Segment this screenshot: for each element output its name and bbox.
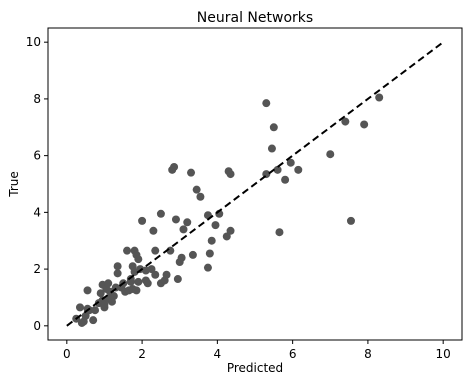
data-point	[360, 120, 369, 129]
plot-area	[66, 41, 444, 327]
data-point	[162, 270, 171, 279]
y-tick-label: 2	[33, 262, 41, 276]
plot-frame	[47, 27, 463, 341]
y-tick-label: 4	[33, 205, 41, 219]
y-tick-label: 0	[33, 319, 41, 333]
y-axis: 0 2 4 6 8 10	[26, 35, 48, 333]
data-point	[346, 216, 355, 225]
data-point	[341, 117, 350, 126]
data-point	[147, 265, 156, 274]
data-point	[286, 158, 295, 167]
data-point	[173, 275, 182, 284]
data-point	[85, 306, 94, 315]
x-tick-label: 6	[289, 347, 297, 361]
x-tick-label: 10	[436, 347, 451, 361]
data-point	[113, 262, 122, 271]
y-tick-label: 10	[26, 35, 41, 49]
data-point	[75, 303, 84, 312]
data-point	[205, 249, 214, 258]
chart-title: Neural Networks	[197, 10, 313, 26]
data-point	[123, 246, 132, 255]
data-point	[104, 279, 113, 288]
data-point	[83, 286, 92, 295]
data-point	[262, 99, 271, 108]
data-point	[138, 216, 147, 225]
x-tick-label: 8	[364, 347, 372, 361]
data-point	[151, 270, 160, 279]
x-axis-label: Predicted	[227, 361, 283, 373]
data-point	[183, 218, 192, 227]
data-point	[81, 311, 90, 320]
x-tick-label: 4	[214, 347, 222, 361]
data-point	[211, 221, 220, 230]
data-point	[149, 226, 158, 235]
x-tick-label: 0	[63, 347, 71, 361]
y-tick-label: 8	[33, 92, 41, 106]
data-point	[100, 300, 109, 309]
data-point	[109, 292, 118, 301]
data-point	[96, 289, 105, 298]
data-point	[91, 306, 100, 315]
data-point	[269, 123, 278, 132]
data-point	[192, 185, 201, 194]
data-point	[267, 144, 276, 153]
data-point	[196, 192, 205, 201]
data-point	[273, 165, 282, 174]
data-point	[203, 263, 212, 272]
data-point	[222, 232, 231, 241]
data-point	[156, 209, 165, 218]
data-point	[226, 170, 235, 179]
data-point	[132, 286, 141, 295]
data-point	[134, 255, 143, 264]
data-point	[134, 277, 143, 286]
x-tick-label: 2	[138, 347, 146, 361]
y-tick-label: 6	[33, 149, 41, 163]
data-point	[171, 215, 180, 224]
data-point	[375, 93, 384, 102]
data-point	[187, 168, 196, 177]
data-point	[179, 225, 188, 234]
data-point	[151, 246, 160, 255]
data-point	[113, 269, 122, 278]
data-point	[188, 250, 197, 259]
x-axis: 0 2 4 6 8 10	[63, 340, 451, 361]
data-point	[294, 165, 303, 174]
data-point	[170, 162, 179, 171]
data-point	[226, 226, 235, 235]
data-point	[89, 316, 98, 325]
reference-line	[66, 41, 444, 327]
y-axis-label: True	[7, 171, 21, 198]
data-point	[143, 279, 152, 288]
data-point	[281, 175, 290, 184]
data-point	[275, 228, 284, 237]
data-point	[326, 150, 335, 159]
data-point	[177, 253, 186, 262]
data-point	[207, 236, 216, 245]
